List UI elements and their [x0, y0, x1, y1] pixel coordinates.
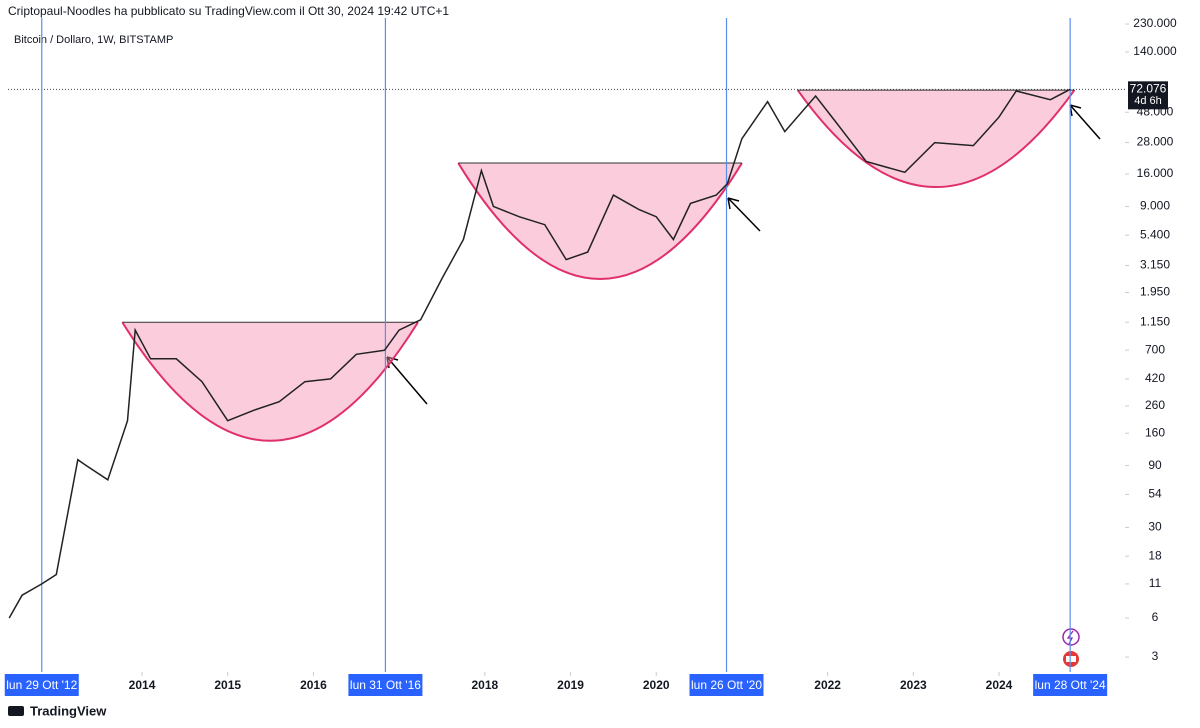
y-tick-label: 18: [1148, 548, 1162, 562]
date-label-box: [689, 674, 764, 696]
x-tick-label: 2023: [900, 678, 927, 692]
date-label: lun 29 Ott '12: [6, 678, 77, 692]
event-icons: [1062, 628, 1080, 667]
last-price-box: [1128, 81, 1168, 110]
y-tick-label: 260: [1145, 398, 1165, 412]
x-tick-label: 2018: [471, 678, 498, 692]
date-label-box: [348, 674, 423, 696]
y-tick-label: 9.000: [1140, 199, 1170, 213]
y-tick-label: 420: [1145, 371, 1165, 385]
countdown: 4d 6h: [1134, 95, 1162, 107]
y-tick-label: 54: [1148, 487, 1162, 501]
header-title: Criptopaul-Noodles ha pubblicato su Trad…: [8, 4, 449, 18]
date-label: lun 26 Ott '20: [691, 678, 762, 692]
x-tick-label: 2019: [557, 678, 584, 692]
x-tick-label: 2016: [300, 678, 327, 692]
x-tick-label: 2015: [214, 678, 241, 692]
y-tick-label: 16.000: [1137, 166, 1174, 180]
chart-subtitle: Bitcoin / Dollaro, 1W, BITSTAMP: [14, 34, 173, 46]
cup-curve: [796, 89, 1076, 188]
y-tick-label: 140.000: [1133, 44, 1177, 58]
y-tick-label: 30: [1148, 520, 1162, 534]
cup-curve: [121, 321, 419, 442]
x-tick-label: 2014: [129, 678, 156, 692]
last-price-label: 72.076: [1130, 82, 1167, 96]
y-tick-label: 11: [1149, 576, 1162, 590]
x-tick-label: 2024: [986, 678, 1013, 692]
price-line: [8, 88, 1071, 619]
y-tick-label: 90: [1148, 458, 1162, 472]
y-tick-label: 3.150: [1140, 258, 1170, 272]
x-tick-label: 2022: [814, 678, 841, 692]
y-tick-label: 5.400: [1140, 227, 1170, 241]
date-label-box: [1033, 674, 1108, 696]
date-label-box: [4, 674, 79, 696]
y-tick-label: 1.150: [1140, 314, 1170, 328]
date-label: lun 28 Ott '24: [1035, 678, 1106, 692]
y-tick-label: 3: [1152, 649, 1159, 663]
date-label: lun 31 Ott '16: [350, 678, 421, 692]
y-tick-label: 28.000: [1137, 135, 1174, 149]
y-tick-label: 230.000: [1133, 16, 1177, 30]
x-tick-label: 2020: [643, 678, 670, 692]
brand-logo: [8, 706, 24, 716]
brand: TradingView: [30, 703, 107, 718]
y-tick-label: 160: [1145, 425, 1165, 439]
cup-curve: [457, 162, 743, 280]
y-tick-label: 700: [1145, 342, 1165, 356]
y-tick-label: 1.950: [1140, 285, 1170, 299]
y-tick-label: 6: [1152, 610, 1159, 624]
